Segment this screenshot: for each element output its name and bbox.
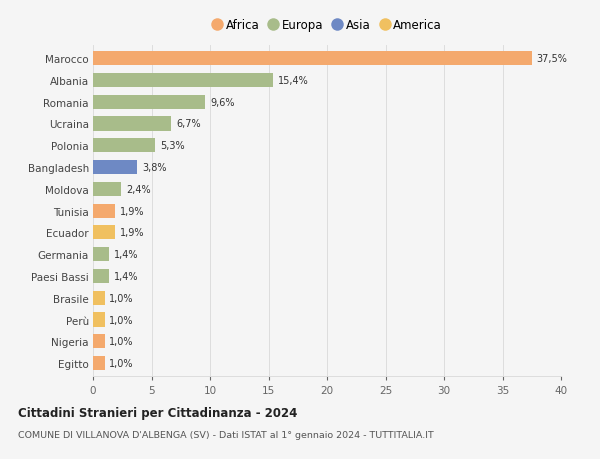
Bar [93,226,115,240]
Text: 1,4%: 1,4% [114,250,139,260]
Text: 1,0%: 1,0% [109,293,134,303]
Text: 3,8%: 3,8% [142,162,167,173]
Bar [93,161,137,175]
Text: 6,7%: 6,7% [176,119,200,129]
Text: 1,9%: 1,9% [120,228,145,238]
Text: 9,6%: 9,6% [210,97,235,107]
Text: 1,0%: 1,0% [109,358,134,368]
Bar [93,117,172,131]
Text: 1,9%: 1,9% [120,206,145,216]
Text: 1,0%: 1,0% [109,336,134,347]
Bar [93,247,109,262]
Bar [93,204,115,218]
Bar [93,139,155,153]
Text: 1,0%: 1,0% [109,315,134,325]
Legend: Africa, Europa, Asia, America: Africa, Europa, Asia, America [208,14,446,37]
Text: 1,4%: 1,4% [114,271,139,281]
Text: COMUNE DI VILLANOVA D'ALBENGA (SV) - Dati ISTAT al 1° gennaio 2024 - TUTTITALIA.: COMUNE DI VILLANOVA D'ALBENGA (SV) - Dat… [18,430,434,439]
Bar [93,182,121,196]
Bar [93,269,109,284]
Bar [93,313,105,327]
Bar [93,52,532,66]
Text: 2,4%: 2,4% [126,185,151,195]
Text: 15,4%: 15,4% [278,76,308,86]
Bar [93,356,105,370]
Text: 37,5%: 37,5% [536,54,568,64]
Text: 5,3%: 5,3% [160,141,184,151]
Bar [93,291,105,305]
Text: Cittadini Stranieri per Cittadinanza - 2024: Cittadini Stranieri per Cittadinanza - 2… [18,406,298,419]
Bar [93,73,273,88]
Bar [93,95,205,110]
Bar [93,335,105,349]
